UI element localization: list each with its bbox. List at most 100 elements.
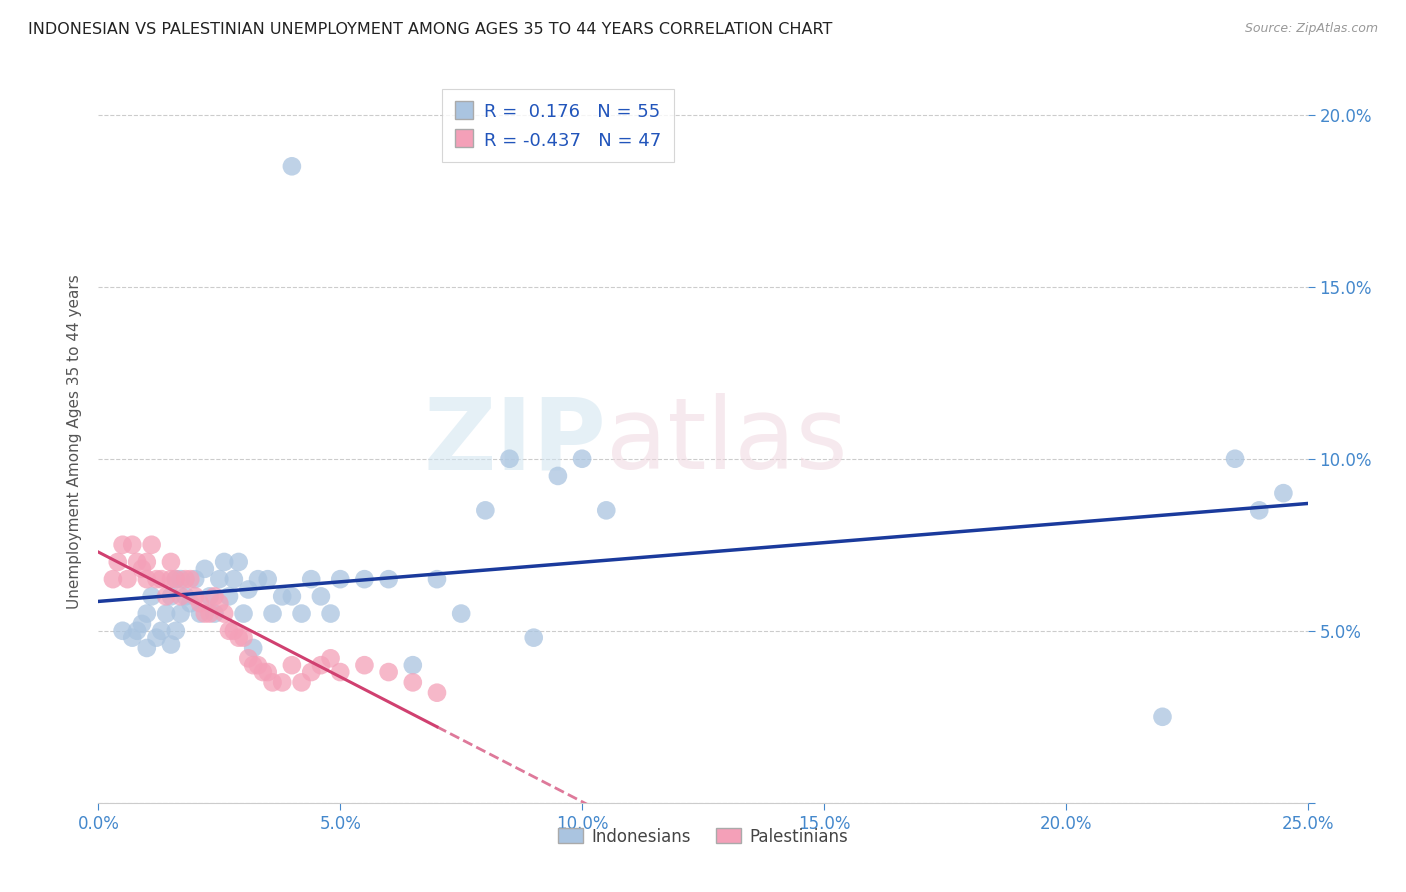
Point	[208, 572, 231, 586]
Point	[1272, 486, 1295, 500]
Point	[252, 665, 274, 679]
Point	[281, 159, 304, 173]
Point	[204, 590, 226, 604]
Point	[179, 572, 201, 586]
Point	[377, 572, 399, 586]
Point	[184, 590, 207, 604]
Point	[174, 590, 197, 604]
Point	[238, 651, 260, 665]
Point	[212, 555, 235, 569]
Point	[135, 555, 157, 569]
Point	[426, 686, 449, 700]
Point	[262, 607, 284, 621]
Point	[111, 538, 134, 552]
Point	[174, 572, 197, 586]
Point	[121, 538, 143, 552]
Point	[228, 555, 250, 569]
Point	[150, 572, 173, 586]
Point	[111, 624, 134, 638]
Point	[160, 572, 183, 586]
Point	[135, 607, 157, 621]
Point	[141, 590, 163, 604]
Point	[319, 607, 342, 621]
Point	[131, 562, 153, 576]
Point	[135, 572, 157, 586]
Point	[1223, 451, 1246, 466]
Point	[198, 607, 221, 621]
Point	[290, 675, 312, 690]
Point	[426, 572, 449, 586]
Point	[165, 572, 187, 586]
Point	[101, 572, 124, 586]
Point	[238, 582, 260, 597]
Point	[194, 562, 217, 576]
Point	[242, 640, 264, 655]
Point	[107, 555, 129, 569]
Point	[523, 631, 546, 645]
Point	[169, 572, 191, 586]
Point	[547, 469, 569, 483]
Y-axis label: Unemployment Among Ages 35 to 44 years: Unemployment Among Ages 35 to 44 years	[67, 274, 83, 609]
Point	[595, 503, 617, 517]
Point	[150, 624, 173, 638]
Point	[198, 590, 221, 604]
Point	[169, 590, 191, 604]
Point	[155, 607, 177, 621]
Point	[262, 675, 284, 690]
Point	[208, 596, 231, 610]
Text: INDONESIAN VS PALESTINIAN UNEMPLOYMENT AMONG AGES 35 TO 44 YEARS CORRELATION CHA: INDONESIAN VS PALESTINIAN UNEMPLOYMENT A…	[28, 22, 832, 37]
Point	[498, 451, 520, 466]
Text: Source: ZipAtlas.com: Source: ZipAtlas.com	[1244, 22, 1378, 36]
Point	[319, 651, 342, 665]
Point	[232, 631, 254, 645]
Point	[402, 658, 425, 673]
Point	[271, 675, 294, 690]
Point	[377, 665, 399, 679]
Point	[450, 607, 472, 621]
Point	[184, 572, 207, 586]
Point	[228, 631, 250, 645]
Point	[218, 590, 240, 604]
Point	[299, 665, 322, 679]
Point	[353, 572, 375, 586]
Point	[571, 451, 593, 466]
Point	[247, 658, 270, 673]
Point	[353, 658, 375, 673]
Point	[222, 624, 245, 638]
Point	[256, 572, 278, 586]
Point	[281, 590, 304, 604]
Point	[131, 616, 153, 631]
Point	[179, 596, 201, 610]
Point	[329, 572, 352, 586]
Point	[155, 590, 177, 604]
Point	[194, 607, 217, 621]
Point	[145, 631, 167, 645]
Point	[127, 624, 149, 638]
Point	[127, 555, 149, 569]
Point	[290, 607, 312, 621]
Text: ZIP: ZIP	[423, 393, 606, 490]
Point	[160, 590, 183, 604]
Point	[242, 658, 264, 673]
Text: atlas: atlas	[606, 393, 848, 490]
Point	[212, 607, 235, 621]
Point	[402, 675, 425, 690]
Legend: Indonesians, Palestinians: Indonesians, Palestinians	[551, 821, 855, 852]
Point	[1249, 503, 1271, 517]
Point	[204, 607, 226, 621]
Point	[160, 638, 183, 652]
Point	[160, 555, 183, 569]
Point	[188, 596, 211, 610]
Point	[135, 640, 157, 655]
Point	[222, 572, 245, 586]
Point	[165, 624, 187, 638]
Point	[232, 607, 254, 621]
Point	[218, 624, 240, 638]
Point	[1152, 710, 1174, 724]
Point	[145, 572, 167, 586]
Point	[474, 503, 496, 517]
Point	[309, 658, 332, 673]
Point	[329, 665, 352, 679]
Point	[169, 607, 191, 621]
Point	[271, 590, 294, 604]
